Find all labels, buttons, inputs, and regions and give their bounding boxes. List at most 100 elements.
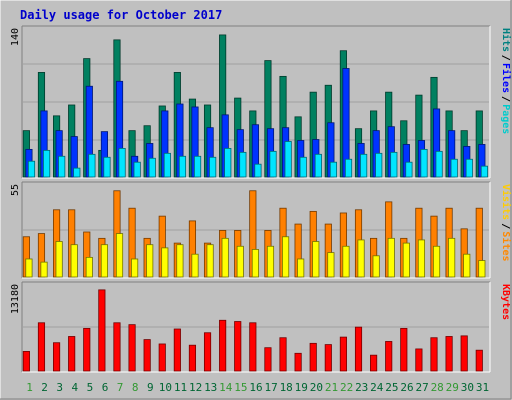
bar-kbytes-day-14 <box>219 319 227 372</box>
bar-kbytes-day-11 <box>173 328 181 372</box>
day-label-13: 13 <box>204 381 217 394</box>
panel-hits-max-label: 140 <box>10 28 21 46</box>
bar-kbytes-day-13 <box>203 332 212 372</box>
bar-visits-day-11 <box>176 244 184 278</box>
bar-visits-day-22 <box>342 245 350 278</box>
bar-visits-day-17 <box>266 245 275 278</box>
bar-pages-day-12 <box>194 155 202 178</box>
bar-kbytes-day-6 <box>98 289 106 372</box>
legend-separator: / <box>500 223 511 229</box>
bar-visits-day-4 <box>70 244 78 278</box>
panel-kbytes-max-label: 13180 <box>10 284 21 314</box>
bar-visits-day-1 <box>25 258 33 278</box>
bar-visits-day-14 <box>221 237 229 278</box>
day-label-10: 10 <box>159 381 172 394</box>
bar-kbytes-day-26 <box>400 327 408 372</box>
bar-visits-day-21 <box>327 252 335 278</box>
panel-hits: 140 Hits / Files / Pages <box>10 25 512 179</box>
day-label-2: 2 <box>41 381 48 394</box>
bar-pages-day-26 <box>405 161 413 178</box>
bar-pages-day-24 <box>375 152 383 178</box>
bar-visits-day-24 <box>372 255 380 278</box>
bar-visits-day-31 <box>478 260 486 278</box>
bar-visits-day-13 <box>206 244 214 278</box>
day-label-4: 4 <box>71 381 78 394</box>
day-axis: 1 2 3 4 5 6 7 8 9 10 11 12 13 14 15 16 17 18 19 20 21 22 23 24 2… <box>26 381 489 394</box>
legend-sites: Sites <box>500 231 512 261</box>
bar-pages-day-20 <box>314 153 322 178</box>
day-label-29: 29 <box>446 381 459 394</box>
legend-separator: / <box>500 55 511 61</box>
bar-visits-day-25 <box>387 237 395 278</box>
day-label-22: 22 <box>340 381 353 394</box>
bar-pages-day-1 <box>27 160 36 178</box>
bar-visits-day-30 <box>463 253 471 278</box>
day-label-17: 17 <box>264 381 277 394</box>
bar-kbytes-day-2 <box>37 322 46 372</box>
chart-panels: 140 Hits / Files / Pages 55 Visits / Sites 13180 KB… <box>10 25 512 373</box>
bar-visits-day-8 <box>131 258 139 278</box>
day-label-11: 11 <box>174 381 187 394</box>
bar-visits-day-16 <box>251 249 259 278</box>
bar-kbytes-day-30 <box>460 335 468 372</box>
day-label-25: 25 <box>385 381 398 394</box>
day-label-23: 23 <box>355 381 368 394</box>
day-label-15: 15 <box>234 381 247 394</box>
day-label-6: 6 <box>102 381 109 394</box>
panel-visits-max-label: 55 <box>10 184 21 196</box>
bar-pages-day-28 <box>435 150 443 178</box>
bar-pages-day-23 <box>360 153 368 178</box>
day-label-27: 27 <box>415 381 428 394</box>
day-label-28: 28 <box>431 381 444 394</box>
bar-pages-day-5 <box>88 153 96 178</box>
bar-pages-day-8 <box>133 161 141 178</box>
bar-kbytes-day-28 <box>430 337 438 372</box>
series-visits <box>25 233 486 278</box>
bar-visits-day-2 <box>40 261 48 278</box>
bar-visits-day-20 <box>312 241 320 278</box>
day-label-1: 1 <box>26 381 33 394</box>
bar-pages-day-4 <box>73 167 81 178</box>
panel-visits: 55 Visits / Sites <box>10 181 512 279</box>
bar-kbytes-day-7 <box>113 322 121 372</box>
bar-kbytes-day-29 <box>445 336 453 372</box>
bar-pages-day-7 <box>118 147 126 178</box>
day-label-19: 19 <box>295 381 308 394</box>
legend-separator: / <box>500 96 511 102</box>
bar-kbytes-day-20 <box>309 342 317 372</box>
bar-visits-day-3 <box>55 241 63 278</box>
bar-pages-day-19 <box>299 156 307 178</box>
bar-pages-day-29 <box>450 158 458 178</box>
series-kbytes <box>22 289 483 372</box>
bar-kbytes-day-12 <box>188 344 197 372</box>
panel-kbytes: 13180 KBytes <box>10 281 511 373</box>
legend-pages: Pages <box>500 104 511 134</box>
bar-kbytes-day-27 <box>415 348 423 372</box>
bar-pages-day-3 <box>58 155 66 178</box>
bar-visits-day-10 <box>161 247 169 278</box>
bar-visits-day-27 <box>417 239 426 278</box>
bar-kbytes-day-18 <box>279 337 287 372</box>
bar-visits-day-12 <box>191 253 199 278</box>
bar-visits-day-26 <box>402 242 410 278</box>
bar-kbytes-day-24 <box>370 354 378 372</box>
bar-visits-day-23 <box>357 239 365 278</box>
day-label-21: 21 <box>325 381 338 394</box>
day-label-9: 9 <box>147 381 154 394</box>
bar-kbytes-day-21 <box>324 344 332 372</box>
bar-kbytes-day-1 <box>22 351 30 372</box>
day-label-3: 3 <box>56 381 63 394</box>
bar-pages-day-30 <box>465 158 473 178</box>
day-label-24: 24 <box>370 381 384 394</box>
day-label-31: 31 <box>476 381 489 394</box>
panel-kbytes-legend: KBytes <box>500 284 511 320</box>
day-label-26: 26 <box>400 381 413 394</box>
series-pages <box>27 141 488 178</box>
legend-hits: Hits <box>500 28 512 52</box>
bar-kbytes-day-3 <box>53 342 61 372</box>
bar-kbytes-day-17 <box>264 347 272 372</box>
bar-kbytes-day-25 <box>385 341 393 372</box>
day-label-16: 16 <box>249 381 262 394</box>
